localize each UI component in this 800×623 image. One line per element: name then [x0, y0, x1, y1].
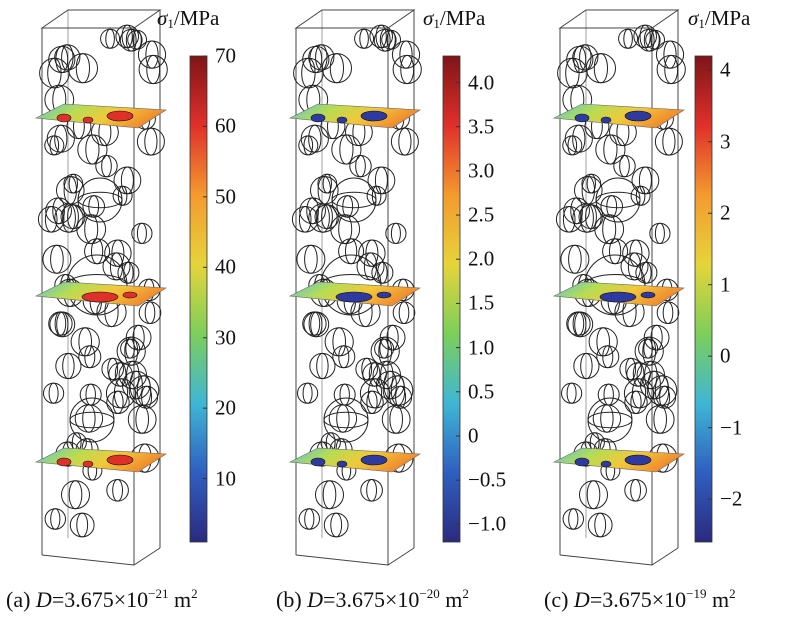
stress-slice	[288, 103, 421, 129]
colorbar-title: σ1/MPa	[688, 6, 751, 31]
colorbar-tick-label: 40	[215, 254, 236, 279]
colorbar-tick-label: 60	[215, 113, 236, 138]
column-model-b	[288, 9, 461, 566]
stress-slice	[288, 447, 421, 473]
colorbar-tick-label: 10	[215, 466, 236, 491]
stress-slice	[34, 103, 167, 129]
caption-c: (c) D=3.675×10−19 m2	[544, 586, 736, 612]
colorbar-tick-label: 3.5	[468, 114, 495, 139]
panel-c: σ1/MPa 4 3 2 1 0 −1 −2	[530, 0, 800, 580]
colorbar-tick-label: 2.0	[468, 246, 495, 271]
caption-b: (b) D=3.675×10−20 m2	[276, 586, 469, 612]
colorbar-tick-label: 0.5	[468, 379, 495, 404]
stress-slice	[552, 447, 685, 473]
column-model-c	[552, 9, 713, 566]
colorbar-title: σ1/MPa	[157, 6, 220, 31]
colorbar-tick-label: 3.0	[468, 158, 495, 183]
colorbar-tick-label: 2.5	[468, 202, 495, 227]
colorbar-tick-label: −0.5	[468, 467, 507, 492]
stress-slice	[34, 447, 167, 473]
colorbar-tick-label: 1	[720, 272, 731, 297]
caption-a: (a) D=3.675×10−21 m2	[6, 586, 198, 612]
colorbar-tick-label: 0	[468, 423, 479, 448]
colorbar-tick-label: −1.0	[468, 511, 507, 536]
panel-b: σ1/MPa 4.0 3.5 3.0 2.5 2.0 1.5 1.0 0.5 0 −0.5 −1.0	[262, 0, 530, 580]
colorbar-tick-label: 3	[720, 129, 731, 154]
colorbar-tick-label: 30	[215, 325, 236, 350]
colorbar-tick-label: −1	[720, 415, 743, 440]
colorbar-tick-label: 4.0	[468, 70, 495, 94]
stress-slice	[34, 281, 167, 307]
stress-slice	[552, 103, 685, 129]
stress-slice	[288, 281, 421, 307]
colorbar-tick-label: 1.5	[468, 290, 495, 315]
colorbar	[189, 55, 208, 543]
colorbar-tick-label: 0	[720, 343, 731, 368]
colorbar-tick-label: 70	[215, 43, 236, 68]
stress-slice	[552, 281, 685, 307]
colorbar-title: σ1/MPa	[423, 6, 486, 31]
colorbar-tick-label: 2	[720, 200, 731, 225]
colorbar-tick-label: 1.0	[468, 335, 495, 360]
colorbar	[442, 55, 461, 543]
colorbar-tick-label: 20	[215, 395, 236, 420]
colorbar	[694, 55, 713, 543]
column-model-a	[34, 9, 208, 566]
colorbar-tick-label: 4	[720, 57, 731, 82]
colorbar-tick-label: −2	[720, 486, 743, 511]
panel-a: σ1/MPa 70 60 50 40 30 20 10	[0, 0, 262, 580]
colorbar-tick-label: 50	[215, 184, 236, 209]
